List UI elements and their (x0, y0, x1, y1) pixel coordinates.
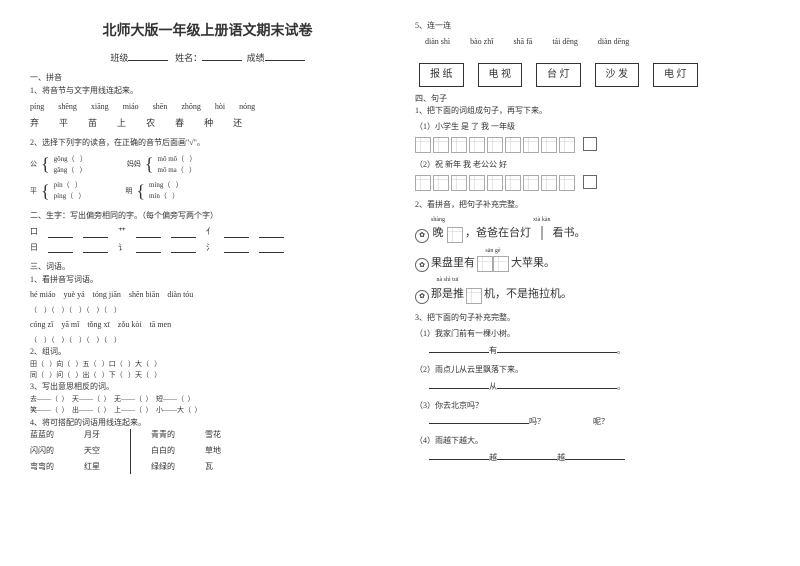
s3-1: 1、看拼音写词语。 (30, 274, 385, 287)
s3-4: 4、将可搭配的词语用线连起来。 (30, 417, 385, 430)
s4-1: 1、把下面的词组成句子，再写下来。 (415, 105, 770, 118)
s5-title: 5、连一连 (415, 20, 770, 33)
section-1: 一、拼音 1、将音节与文字用线连起来。 píngshēngxiāngmiáosh… (30, 72, 385, 204)
score-label: 成绩 (247, 53, 265, 63)
right-column: 5、连一连 diàn shìbào zhǐshā fātái dēngdiàn … (415, 20, 770, 546)
main-title: 北师大版一年级上册语文期末试卷 (30, 20, 385, 40)
fan-1: 去——（ ） 天——（ ） 无——（ ） 短——（ ） (30, 394, 385, 405)
section-5: 5、连一连 diàn shìbào zhǐshā fātái dēngdiàn … (415, 20, 770, 87)
s4-1a: （1）小学生 是 了 我 一年级 (415, 121, 770, 134)
sentence-2c: ✿ nà shì tuī那是推 机，不是拖拉机。 (415, 276, 770, 303)
pronunciation-groups-2: 平{ pín（ ）píng（ ） 明{ míng（ ）mín（ ） (30, 178, 385, 204)
zuci-1: 田（ ）向（ ）五（ ）口（ ）大（ ） (30, 359, 385, 370)
s1-title: 一、拼音 (30, 72, 385, 85)
s3-3: 3、写出意思相反的词。 (30, 381, 385, 394)
s4-title: 四、句子 (415, 93, 770, 106)
pronunciation-groups: 公{ gōng（ ）gǎng（ ） 妈妈{ mō mō（ ）mō ma（ ） (30, 152, 385, 178)
match-columns: 蓝蓝的闪闪的弯弯的 月牙天空红星 青青的白白的绿绿的 雪花草地瓦 (30, 429, 385, 473)
s3-title: 三、词语。 (30, 261, 385, 274)
flower-icon: ✿ (415, 229, 429, 243)
fan-2: 笑——（ ） 出——（ ） 上——（ ） 小——大（ ） (30, 405, 385, 416)
s4-2: 2、看拼音，把句子补充完整。 (415, 199, 770, 212)
s1-2: 2、选择下列字的读音，在正确的音节后面画"√"。 (30, 137, 385, 150)
pinyin-row-1: píngshēngxiāngmiáoshēnzhōnghòinóng (30, 101, 385, 114)
answer-grid-1 (415, 137, 770, 153)
q2: （2）雨点儿从云里飘落下来。 (415, 364, 770, 377)
sentence-2a: ✿ shàng晚 ，爸爸在台灯 xià kàn 看书。 (415, 216, 770, 243)
flower-icon: ✿ (415, 290, 429, 304)
s4-3: 3、把下面的句子补充完整。 (415, 312, 770, 325)
q4: （4）雨越下越大。 (415, 435, 770, 448)
s4-1b: （2）祝 新年 我 老公公 好 (415, 159, 770, 172)
section-3: 三、词语。 1、看拼音写词语。 hé miáoyuè yátóng jiānsh… (30, 261, 385, 474)
sentence-2b: ✿ 果盘里有 sān gè 大苹果。 (415, 247, 770, 273)
flower-icon: ✿ (415, 258, 429, 272)
word-boxes: 报 纸 电 视 台 灯 沙 发 电 灯 (415, 63, 770, 87)
s1-1: 1、将音节与文字用线连起来。 (30, 85, 385, 98)
name-label: 姓名： (175, 53, 202, 63)
s3-2: 2、组词。 (30, 346, 385, 359)
zuci-2: 同（ ）问（ ）出（ ）下（ ）天（ ） (30, 370, 385, 381)
q3: （3）你去北京吗？ (415, 400, 770, 413)
left-column: 北师大版一年级上册语文期末试卷 班级 姓名： 成绩 一、拼音 1、将音节与文字用… (30, 20, 385, 546)
char-row-1: 弃平苗上农春种还 (30, 116, 385, 130)
info-line: 班级 姓名： 成绩 (30, 50, 385, 64)
s2-title: 二、生字：写出偏旁相同的字。（每个偏旁写两个字） (30, 210, 385, 223)
section-2: 二、生字：写出偏旁相同的字。（每个偏旁写两个字） 口 艹 亻 日 讠 氵 (30, 210, 385, 254)
q1: （1）我家门前有一棵小树。 (415, 328, 770, 341)
section-4: 四、句子 1、把下面的词组成句子，再写下来。 （1）小学生 是 了 我 一年级 … (415, 93, 770, 471)
class-label: 班级 (110, 53, 128, 63)
answer-grid-2 (415, 175, 770, 191)
